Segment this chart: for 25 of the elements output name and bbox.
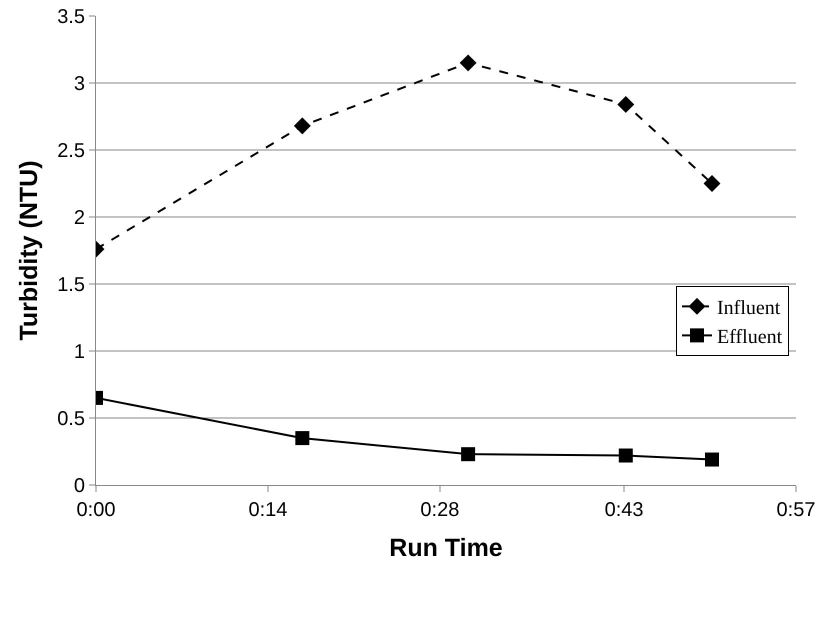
y-axis-title: Turbidity (NTU) — [14, 160, 43, 341]
x-tick-label: 0:43 — [604, 499, 644, 521]
legend-label: Influent — [717, 297, 781, 320]
y-tick-label: 1.5 — [57, 274, 85, 296]
legend-label: Effluent — [717, 326, 783, 348]
point — [704, 175, 720, 192]
y-tick-label: 3.5 — [57, 6, 85, 28]
point — [294, 117, 311, 134]
x-axis-title: Run Time — [389, 534, 503, 562]
point — [705, 452, 719, 467]
x-tick-label: 0:28 — [420, 499, 460, 521]
x-tick-label: 0:57 — [776, 499, 816, 521]
y-tick-label: 1 — [74, 341, 85, 363]
point — [461, 447, 476, 462]
point — [617, 96, 634, 113]
point — [295, 431, 310, 446]
point — [618, 448, 633, 463]
x-tick-label: 0:00 — [76, 499, 116, 521]
point — [460, 54, 477, 72]
x-tick-label: 0:14 — [248, 499, 288, 521]
y-tick-label: 0 — [74, 475, 85, 497]
y-tick-label: 2 — [74, 207, 85, 229]
y-tick-label: 2.5 — [57, 140, 85, 162]
y-tick-label: 3 — [74, 73, 85, 95]
y-tick-label: 0.5 — [57, 408, 85, 430]
